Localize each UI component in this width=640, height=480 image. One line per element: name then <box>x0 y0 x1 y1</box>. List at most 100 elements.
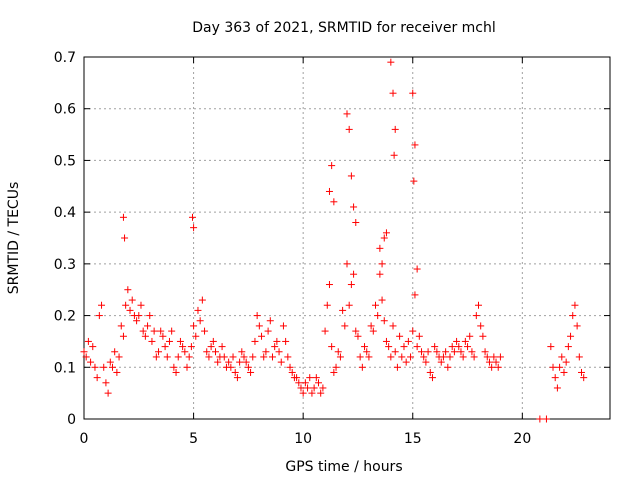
data-point <box>413 265 421 273</box>
data-point <box>181 348 189 356</box>
data-point <box>279 322 287 330</box>
data-point <box>328 162 336 170</box>
data-point <box>124 286 132 294</box>
data-point <box>448 343 456 351</box>
data-point <box>323 301 331 309</box>
data-point <box>137 301 145 309</box>
data-point <box>437 358 445 366</box>
data-point <box>148 337 156 345</box>
data-points <box>80 58 588 423</box>
data-point <box>165 337 173 345</box>
data-point <box>225 358 233 366</box>
data-point <box>255 322 263 330</box>
data-point <box>551 374 559 382</box>
data-point <box>390 151 398 159</box>
data-point <box>385 343 393 351</box>
data-point <box>161 343 169 351</box>
data-point <box>479 332 487 340</box>
y-tick-label: 0.2 <box>54 309 76 325</box>
data-point <box>378 260 386 268</box>
data-point <box>273 337 281 345</box>
plot-frame <box>83 56 611 420</box>
data-point <box>580 374 588 382</box>
data-point <box>457 348 465 356</box>
data-point <box>98 301 106 309</box>
y-tick-label: 0.1 <box>54 360 76 376</box>
data-point <box>459 353 467 361</box>
data-point <box>172 368 180 376</box>
data-point <box>284 353 292 361</box>
data-point <box>297 384 305 392</box>
data-point <box>163 353 171 361</box>
data-point <box>345 301 353 309</box>
data-point <box>488 363 496 371</box>
data-point <box>369 327 377 335</box>
data-point <box>282 337 290 345</box>
data-point <box>562 358 570 366</box>
data-point <box>553 384 561 392</box>
data-point <box>214 358 222 366</box>
data-point <box>481 348 489 356</box>
data-point <box>387 353 395 361</box>
data-point <box>155 348 163 356</box>
data-point <box>253 312 261 320</box>
data-point <box>87 358 95 366</box>
data-point <box>542 415 550 423</box>
y-tick-label: 0.7 <box>54 50 76 66</box>
data-point <box>396 332 404 340</box>
data-point <box>188 213 196 221</box>
data-point <box>413 343 421 351</box>
data-point <box>347 281 355 289</box>
data-point <box>119 213 127 221</box>
data-point <box>564 343 572 351</box>
tick-layer: 0 0.1 0.2 0.3 0.4 0.5 0.6 0.7 0 5 10 15 20 <box>54 50 610 447</box>
data-point <box>393 363 401 371</box>
data-point <box>446 353 454 361</box>
data-point <box>547 343 555 351</box>
data-point <box>317 389 325 397</box>
data-point <box>411 291 419 299</box>
data-point <box>358 363 366 371</box>
data-point <box>187 343 195 351</box>
data-point <box>558 353 566 361</box>
data-point <box>575 353 583 361</box>
data-point <box>139 327 147 335</box>
data-point <box>470 353 478 361</box>
data-point <box>119 332 127 340</box>
data-point <box>286 363 294 371</box>
data-point <box>100 363 108 371</box>
data-point <box>126 306 134 314</box>
data-point <box>321 327 329 335</box>
data-point <box>209 337 217 345</box>
data-point <box>198 296 206 304</box>
data-point <box>89 343 97 351</box>
x-tick-label: 0 <box>80 431 89 447</box>
data-point <box>380 234 388 242</box>
data-point <box>496 353 504 361</box>
data-point <box>212 348 219 356</box>
data-point <box>363 348 371 356</box>
data-point <box>336 353 344 361</box>
data-point <box>464 343 472 351</box>
data-point <box>352 327 360 335</box>
data-point <box>453 337 461 345</box>
data-point <box>325 187 333 195</box>
data-point <box>350 270 358 278</box>
data-point <box>418 348 426 356</box>
data-point <box>347 172 355 180</box>
data-point <box>485 358 493 366</box>
data-point <box>205 353 213 361</box>
data-point <box>207 343 215 351</box>
data-point <box>376 244 384 252</box>
data-point <box>350 203 358 211</box>
data-point <box>374 312 382 320</box>
data-point <box>468 348 476 356</box>
data-point <box>271 343 279 351</box>
data-point <box>82 353 90 361</box>
data-point <box>196 317 204 325</box>
data-point <box>288 368 296 376</box>
data-point <box>122 301 130 309</box>
data-point <box>293 374 301 382</box>
data-point <box>409 327 417 335</box>
data-point <box>301 379 309 387</box>
